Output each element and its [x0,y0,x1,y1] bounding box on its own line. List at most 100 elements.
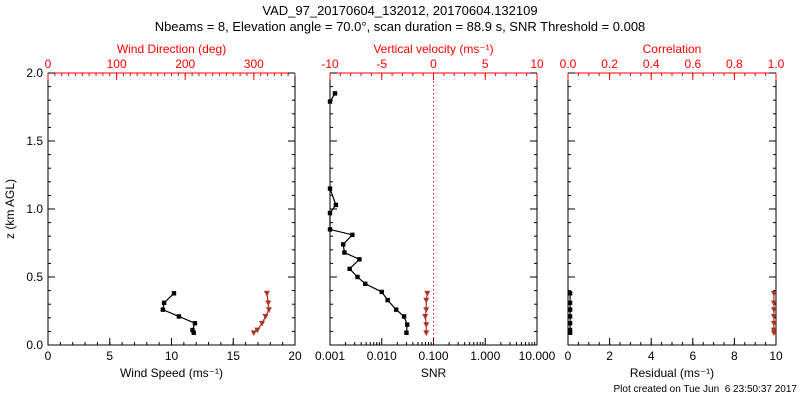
top-tick-label: 1.0 [768,57,785,71]
data-point-square [393,307,399,312]
data-point-triangle [770,320,777,327]
x-tick-label: 0.100 [418,349,448,363]
data-point-triangle [265,300,272,307]
data-point-square [350,232,355,238]
data-point-triangle [262,314,269,320]
top-tick-label: 300 [244,57,264,71]
data-point-square [363,281,368,286]
data-point-square [567,300,573,306]
top-tick-label: -5 [376,57,387,71]
series-vertical_velocity [422,290,431,336]
y-tick-label: 1.0 [26,202,43,216]
data-point-square [347,266,352,272]
data-point-square [327,99,333,104]
top-axis-title: Vertical velocity (ms⁻¹) [373,42,493,56]
data-point-square [404,322,410,327]
y-axis-title: z (km AGL) [3,179,17,239]
top-tick-label: 0.6 [684,57,701,71]
data-point-square [160,307,166,312]
x-tick-label: 0.010 [367,349,397,363]
top-tick-label: 0.4 [643,57,660,71]
data-point-square [332,91,338,96]
plot-frame [47,73,296,346]
top-tick-label: 0.2 [601,57,618,71]
data-point-triangle [770,327,777,334]
data-point-triangle [770,307,777,313]
data-point-triangle [250,330,257,336]
plot-created-timestamp: Plot created on Tue Jun 6 23:50:37 2017 [613,384,797,395]
data-point-triangle [770,314,777,320]
x-axis-title: SNR [421,366,447,380]
data-point-square [171,291,177,296]
series-snr [327,91,410,335]
top-tick-label: -10 [321,57,339,71]
data-point-triangle [423,307,430,313]
y-tick-label: 0.5 [26,270,43,284]
series-residual [567,291,573,335]
data-point-square [567,321,573,326]
data-point-square [567,307,573,312]
data-point-triangle [770,300,777,307]
data-point-square [357,257,362,262]
data-point-triangle [263,290,270,297]
top-tick-label: 200 [175,57,195,71]
data-point-triangle [770,290,777,297]
data-point-square [341,242,346,247]
x-tick-label: 4 [648,349,655,363]
top-tick-label: 10 [530,57,544,71]
data-point-square [401,314,407,319]
top-tick-label: 100 [107,57,127,71]
panel-residual: 0 2 4 6 8 10 Residual (ms⁻¹) 0.0 0.2 0.4 0.6 0.8 1.0… [560,42,785,380]
plot-frame [567,73,777,346]
data-point-triangle [424,290,431,297]
x-tick-label: 2 [606,349,613,363]
data-point-square [176,314,182,319]
data-point-triangle [423,297,430,304]
data-point-square [327,210,333,216]
data-point-square [342,250,347,255]
plot-title: VAD_97_20170604_132012, 20170604.132109 [262,3,538,18]
y-tick-label: 1.5 [26,134,43,148]
panel-snr: 0.001 0.010 0.100 1.000 10.000 SNR -10 -5 0 5 10 Ve… [315,42,556,380]
x-tick-label: 0 [45,349,52,363]
x-tick-label: 10.000 [519,349,556,363]
plot-subtitle: Nbeams = 8, Elevation angle = 70.0°, sca… [154,19,646,34]
x-tick-label: 20 [288,349,302,363]
series-wind_direction [250,290,272,336]
data-point-triangle [423,330,430,336]
x-tick-label: 8 [731,349,738,363]
data-point-square [567,330,573,335]
data-point-square [191,330,196,335]
series-correlation [770,290,777,336]
data-point-triangle [254,327,261,334]
top-tick-label: 0 [45,57,52,71]
top-axis-title: Wind Direction (deg) [117,42,226,56]
x-tick-label: 10 [769,349,783,363]
data-point-triangle [265,307,272,313]
x-tick-label: 0.001 [315,349,345,363]
data-point-square [161,300,167,306]
x-tick-label: 5 [106,349,113,363]
y-tick-label: 2.0 [26,66,43,80]
x-axis-title: Wind Speed (ms⁻¹) [120,366,223,380]
data-point-square [327,186,333,191]
data-point-square [567,327,573,333]
top-axis-title: Correlation [643,42,702,56]
data-point-square [404,330,409,335]
data-point-triangle [259,320,266,327]
data-point-square [379,289,384,295]
x-tick-label: 10 [165,349,179,363]
panel-wind: 0 5 10 15 20 Wind Speed (ms⁻¹) 0 100 200 300 Wind … [3,42,302,380]
data-point-square [327,227,333,232]
top-tick-label: 0 [430,57,437,71]
series-wind_speed [160,291,198,335]
data-point-triangle [423,322,430,328]
top-tick-label: 0.0 [560,57,577,71]
data-point-square [567,314,573,319]
x-axis-title: Residual (ms⁻¹) [630,366,714,380]
data-point-triangle [422,314,429,320]
data-point-square [192,321,198,326]
data-point-square [567,291,573,296]
x-tick-label: 0 [565,349,572,363]
